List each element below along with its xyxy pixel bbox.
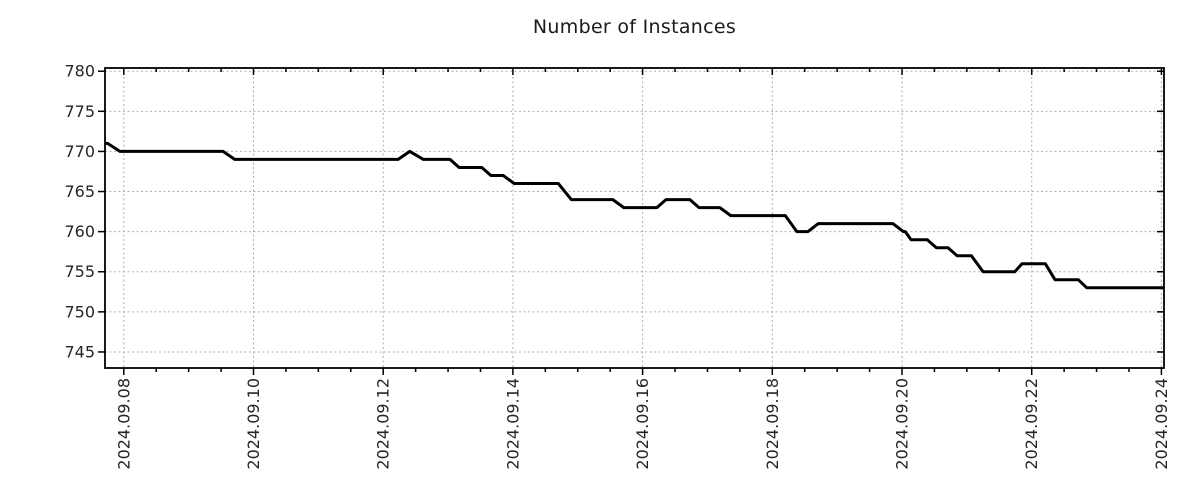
grid-lines xyxy=(105,68,1164,368)
x-tick-label: 2024.09.14 xyxy=(503,378,522,470)
y-tick-label: 755 xyxy=(64,262,95,281)
y-tick-label: 780 xyxy=(64,62,95,81)
y-tick-labels: 745 750 755 760 765 770 775 780 xyxy=(64,62,95,362)
x-tick-label: 2024.09.16 xyxy=(633,378,652,470)
y-tick-label: 745 xyxy=(64,342,95,361)
y-tick-label: 770 xyxy=(64,142,95,161)
x-tick-label: 2024.09.18 xyxy=(763,378,782,470)
x-tick-label: 2024.09.22 xyxy=(1022,378,1041,470)
y-tick-label: 765 xyxy=(64,182,95,201)
chart-title: Number of Instances xyxy=(532,16,737,38)
x-tick-label: 2024.09.24 xyxy=(1152,378,1171,470)
x-tick-labels: 2024.09.08 2024.09.10 2024.09.12 2024.09.14… xyxy=(114,378,1171,470)
x-tick-label: 2024.09.08 xyxy=(114,378,133,470)
plot-border xyxy=(104,67,1165,369)
x-tick-label: 2024.09.10 xyxy=(244,378,263,470)
y-tick-label: 760 xyxy=(64,222,95,241)
series-line xyxy=(105,141,1164,290)
x-tick-label: 2024.09.12 xyxy=(374,378,393,470)
axis-ticks xyxy=(98,68,1164,375)
y-tick-label: 775 xyxy=(64,102,95,121)
y-tick-label: 750 xyxy=(64,302,95,321)
x-tick-label: 2024.09.20 xyxy=(893,378,912,470)
